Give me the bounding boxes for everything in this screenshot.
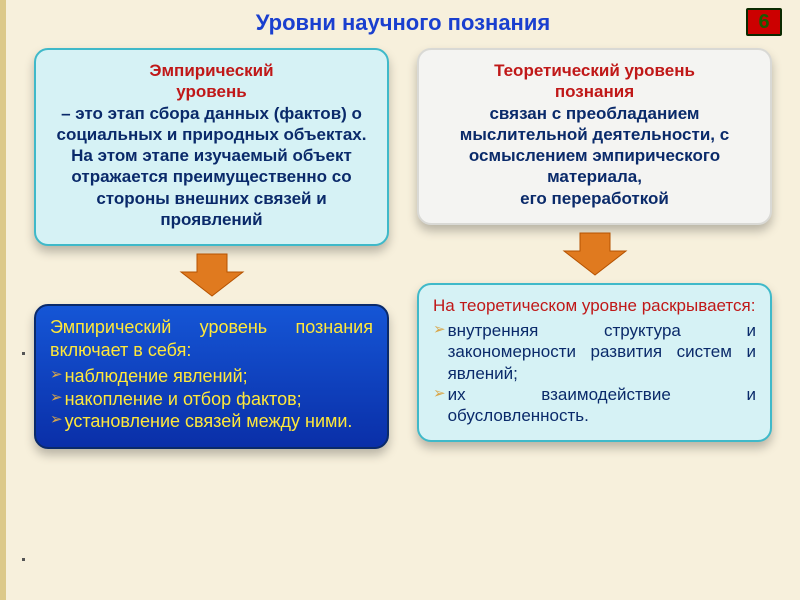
right-column: Теоретический уровень познания связан с … [417,48,772,568]
empirical-body-1: – это этап сбора данных (фактов) о социа… [57,104,367,144]
slide: 6 Уровни научного познания Эмпирический … [0,0,800,600]
empirical-includes-lead: Эмпирический уровень познания включает в… [50,316,373,361]
empirical-includes-box: Эмпирический уровень познания включает в… [34,304,389,449]
bullet-icon: ➢ [50,365,63,385]
arrow-right [560,231,630,277]
theoretical-body-1: связан с преобладанием мыслительной деят… [460,104,729,187]
stray-dot [22,558,25,561]
bullet-icon: ➢ [50,410,63,430]
theoretical-heading-2: познания [433,81,756,102]
bullet-text: их взаимодействие и обусловленность. [448,384,756,427]
left-column: Эмпирический уровень – это этап сбора да… [34,48,389,568]
bullet-text: внутренняя структура и закономерности ра… [448,320,756,384]
theoretical-reveals-box: На теоретическом уровне раскрывается: ➢в… [417,283,772,443]
slide-number: 6 [758,11,769,34]
list-item: ➢внутренняя структура и закономерности р… [433,320,756,384]
down-arrow-icon [177,252,247,298]
empirical-bullet-list: ➢наблюдение явлений;➢накопление и отбор … [50,365,373,433]
theoretical-bullet-list: ➢внутренняя структура и закономерности р… [433,320,756,426]
empirical-heading-1: Эмпирический [50,60,373,81]
list-item: ➢накопление и отбор фактов; [50,388,373,411]
list-item: ➢установление связей между ними. [50,410,373,433]
theoretical-body-2: его переработкой [520,189,669,208]
bullet-icon: ➢ [50,388,63,408]
page-title: Уровни научного познания [34,10,772,36]
theoretical-definition-box: Теоретический уровень познания связан с … [417,48,772,225]
bullet-text: наблюдение явлений; [65,365,373,388]
columns: Эмпирический уровень – это этап сбора да… [34,48,772,568]
down-arrow-icon [560,231,630,277]
bullet-text: накопление и отбор фактов; [65,388,373,411]
empirical-heading-2: уровень [50,81,373,102]
list-item: ➢их взаимодействие и обусловленность. [433,384,756,427]
theoretical-reveals-lead: На теоретическом уровне раскрывается: [433,295,756,316]
list-item: ➢наблюдение явлений; [50,365,373,388]
slide-number-badge: 6 [746,8,782,36]
bullet-text: установление связей между ними. [65,410,373,433]
theoretical-heading-1: Теоретический уровень [433,60,756,81]
arrow-left [177,252,247,298]
bullet-icon: ➢ [433,320,446,340]
empirical-body-2: На этом этапе изучаемый объект отражаетс… [71,146,352,229]
stray-dot [22,352,25,355]
bullet-icon: ➢ [433,384,446,404]
empirical-definition-box: Эмпирический уровень – это этап сбора да… [34,48,389,246]
